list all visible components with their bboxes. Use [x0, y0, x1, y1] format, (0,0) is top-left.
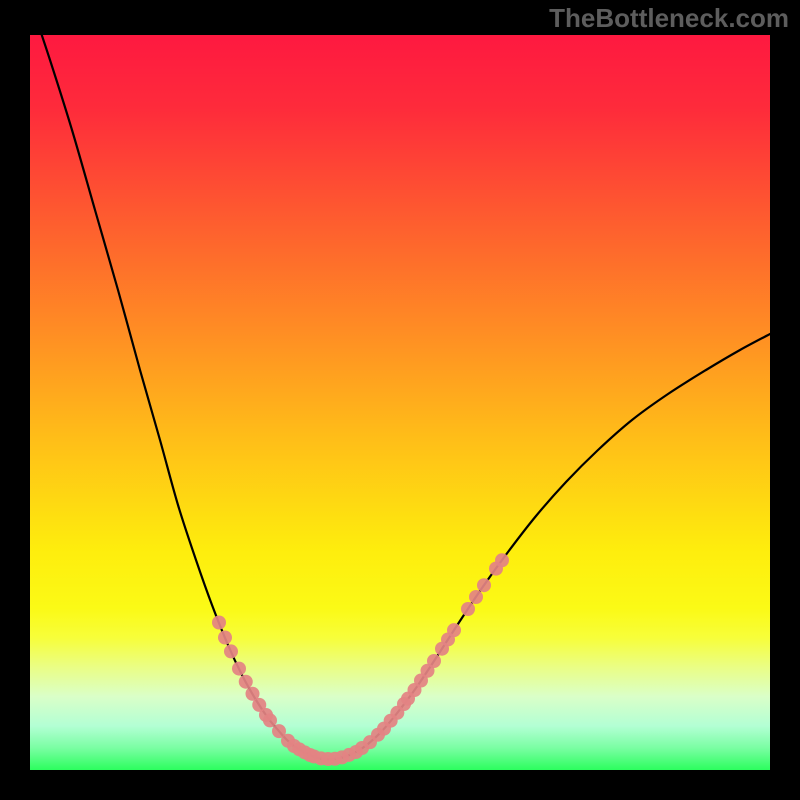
curve-marker — [232, 662, 246, 676]
curve-marker — [427, 654, 441, 668]
curve-marker — [447, 623, 461, 637]
curve-marker — [212, 616, 226, 630]
curve-marker — [239, 675, 253, 689]
watermark-text: TheBottleneck.com — [549, 3, 789, 34]
curve-marker — [477, 578, 491, 592]
gradient-background — [30, 35, 770, 770]
curve-marker — [461, 602, 475, 616]
curve-marker — [218, 631, 232, 645]
plot-svg — [0, 0, 800, 800]
curve-marker — [224, 644, 238, 658]
curve-marker — [495, 553, 509, 567]
curve-marker — [263, 713, 277, 727]
curve-marker — [469, 590, 483, 604]
